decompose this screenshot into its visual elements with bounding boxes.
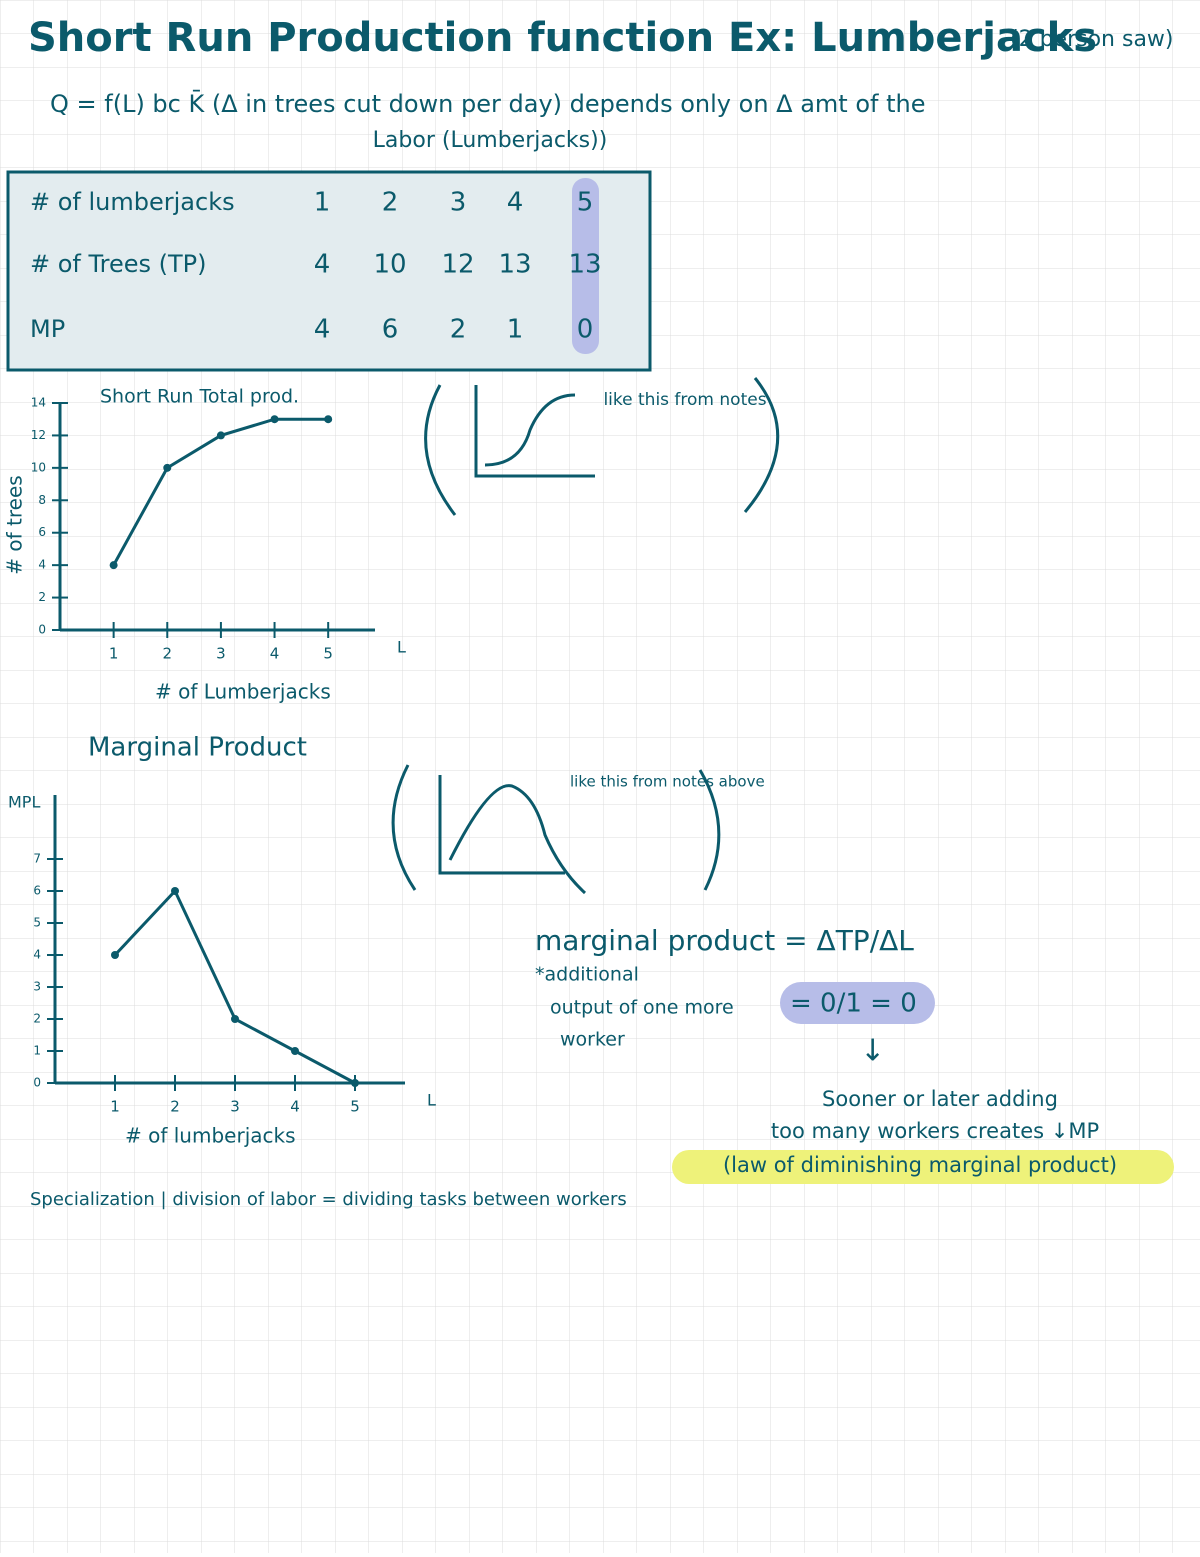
- y-axis-label: MPL: [8, 793, 40, 812]
- note: Specialization | division of labor = div…: [30, 1189, 627, 1210]
- bracket: [743, 377, 780, 513]
- y-tick-label: 6: [38, 525, 46, 539]
- y-tick-label: 10: [31, 460, 46, 474]
- x-axis-end-label: L: [397, 638, 406, 657]
- data-point: [270, 415, 279, 424]
- conclusion: too many workers creates ↓MP: [771, 1119, 1099, 1143]
- y-tick-label: 4: [33, 948, 41, 962]
- data-point: [231, 1015, 239, 1023]
- table-box: [6, 170, 652, 372]
- x-tick-label: 2: [170, 1098, 180, 1116]
- y-tick-label: 4: [38, 558, 46, 572]
- sketch-note: like this from notes: [603, 390, 766, 410]
- sketch-curve: [484, 393, 576, 467]
- table-cell: 6: [382, 315, 399, 345]
- x-axis-label: # of Lumberjacks: [155, 680, 331, 704]
- page-title: Short Run Production function Ex: Lumber…: [28, 15, 1097, 61]
- table-cell: 2: [382, 188, 399, 218]
- table: # of lumberjacks 1 2 3 4 5# of Trees (TP) 4 10 1…: [30, 188, 602, 345]
- x-axis-end-label: L: [427, 1091, 436, 1110]
- y-tick-label: 12: [31, 428, 46, 442]
- data-point: [324, 415, 333, 424]
- chart-title: Marginal Product: [88, 733, 307, 763]
- table-cell: 1: [314, 188, 331, 218]
- x-tick-label: 1: [109, 645, 119, 663]
- y-tick-label: 1: [33, 1044, 41, 1058]
- table-cell: 3: [450, 188, 467, 218]
- note: *additional: [535, 964, 639, 986]
- sketch-note: like this from notes above: [570, 773, 765, 791]
- y-tick-label: 8: [38, 493, 46, 507]
- bracket: [698, 769, 721, 891]
- sketch-curve: [448, 784, 587, 895]
- table-cell: 4: [314, 315, 331, 345]
- note: output of one more: [550, 997, 734, 1019]
- data-point: [109, 561, 118, 570]
- row-header: # of Trees (TP): [30, 250, 207, 278]
- bracket: [391, 764, 417, 891]
- table-cell: 0: [577, 315, 594, 345]
- conclusion: Sooner or later adding: [822, 1087, 1058, 1111]
- table-cell: 4: [507, 188, 524, 218]
- data-point: [171, 887, 179, 895]
- law: (law of diminishing marginal product): [723, 1153, 1117, 1177]
- x-tick-label: 5: [350, 1098, 360, 1116]
- formula-line: Labor (Lumberjacks)): [373, 128, 608, 153]
- y-tick-label: 2: [33, 1012, 41, 1026]
- y-tick-label: 6: [33, 884, 41, 898]
- data-point: [351, 1079, 359, 1087]
- data-point: [216, 431, 225, 440]
- column-highlight: [572, 178, 599, 354]
- example: = 0/1 = 0: [790, 989, 917, 1019]
- table-cell: 4: [314, 250, 331, 280]
- y-tick-label: 7: [33, 852, 41, 866]
- sketch-axes: [474, 385, 595, 478]
- x-tick-label: 3: [216, 645, 226, 663]
- x-tick-label: 1: [110, 1098, 120, 1116]
- data-point: [291, 1047, 299, 1055]
- sketch-axes: [438, 775, 565, 875]
- data-point: [111, 951, 119, 959]
- title-note: (2 person saw): [1010, 27, 1174, 52]
- y-tick-label: 2: [38, 590, 46, 604]
- y-tick-label: 5: [33, 916, 41, 930]
- y-tick-label: 14: [31, 396, 46, 410]
- highlight: [780, 982, 935, 1024]
- x-tick-label: 3: [230, 1098, 240, 1116]
- note: worker: [560, 1029, 625, 1051]
- table-cell: 2: [450, 315, 467, 345]
- highlight: [672, 1150, 1174, 1184]
- y-tick-label: 0: [33, 1076, 41, 1090]
- charts: Short Run Total prod. # of Lumberjacks L # …: [3, 386, 437, 1148]
- table-cell: 1: [507, 315, 524, 345]
- data-point: [163, 463, 172, 472]
- row-header: MP: [30, 315, 65, 343]
- y-tick-label: 3: [33, 980, 41, 994]
- chart-title: Short Run Total prod.: [100, 386, 299, 408]
- x-tick-label: 4: [270, 645, 280, 663]
- table-cell: 12: [441, 250, 474, 280]
- x-axis-label: # of lumberjacks: [125, 1124, 296, 1148]
- bracket: [424, 384, 457, 516]
- table-cell: 10: [373, 250, 406, 280]
- table-cell: 13: [568, 250, 601, 280]
- y-axis-label: # of trees: [3, 475, 27, 574]
- y-tick-label: 0: [38, 623, 46, 637]
- x-tick-label: 2: [162, 645, 172, 663]
- table-cell: 13: [498, 250, 531, 280]
- definition: marginal product = ΔTP/ΔL: [535, 924, 914, 957]
- table-cell: 5: [577, 188, 594, 218]
- x-tick-label: 5: [323, 645, 333, 663]
- arrow: ↓: [860, 1034, 885, 1069]
- x-tick-label: 4: [290, 1098, 300, 1116]
- row-header: # of lumberjacks: [30, 188, 235, 216]
- formula-line: Q = f(L) bc K̄ (Δ in trees cut down per …: [50, 89, 925, 118]
